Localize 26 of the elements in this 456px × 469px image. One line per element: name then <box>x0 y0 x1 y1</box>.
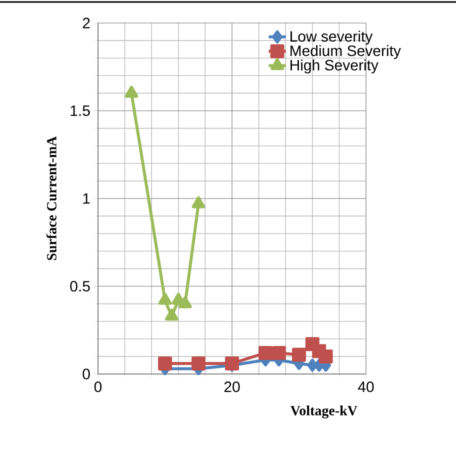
y-tick-label: 1 <box>83 193 90 204</box>
point <box>158 356 172 370</box>
y-tick-label: 2 <box>82 18 90 28</box>
point <box>124 86 138 98</box>
point <box>272 346 286 360</box>
point <box>165 308 178 321</box>
y-tick-label: 1.5 <box>70 106 90 116</box>
point <box>307 358 318 372</box>
legend-label: Low severity <box>290 30 373 45</box>
point <box>192 356 206 370</box>
x-axis-title: Voltage-kV <box>290 406 358 418</box>
point <box>292 348 306 362</box>
point <box>318 349 333 364</box>
legend-label: Medium Severity <box>290 45 401 60</box>
y-axis-title: Surface Current-mA <box>46 136 56 260</box>
y-tick-label: 0 <box>82 368 90 380</box>
x-tick-label: 40 <box>358 382 374 392</box>
x-tick-label: 20 <box>224 382 240 392</box>
point <box>192 196 206 208</box>
point <box>258 346 272 360</box>
y-tick-label: 0.5 <box>70 280 90 292</box>
legend-label: High Severity <box>290 59 378 74</box>
point <box>158 292 172 305</box>
point <box>178 296 192 308</box>
point <box>225 356 239 370</box>
x-tick-label: 0 <box>94 382 102 392</box>
